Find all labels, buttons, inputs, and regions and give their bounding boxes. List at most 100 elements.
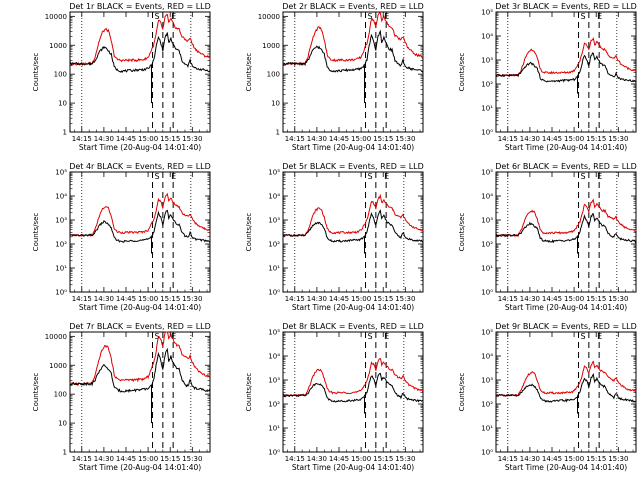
lld-series-line bbox=[282, 193, 424, 237]
events-series-line bbox=[69, 32, 211, 74]
y-tick-label: 100 bbox=[54, 391, 67, 399]
lld-series-line bbox=[69, 331, 211, 386]
events-series-line bbox=[69, 209, 211, 243]
start-marker: S bbox=[368, 12, 373, 21]
y-tick-label: 10² bbox=[268, 241, 280, 249]
chart-panel-8: Det 8r BLACK = Events, RED = LLD 10⁰ 10¹ 10… bbox=[245, 322, 424, 472]
x-tick-label: 15:15 bbox=[373, 295, 393, 303]
y-tick-label: 10² bbox=[481, 81, 493, 89]
x-tick-label: 15:30 bbox=[182, 295, 202, 303]
y-tick-label: 10⁵ bbox=[481, 329, 493, 337]
x-tick-label: 15:00 bbox=[138, 295, 158, 303]
x-tick-label: 14:30 bbox=[307, 455, 327, 463]
start-marker: S bbox=[155, 12, 160, 21]
x-tick-label: 14:45 bbox=[329, 455, 349, 463]
panel-title: Det 5r BLACK = Events, RED = LLD bbox=[282, 162, 424, 171]
y-tick-label: 10¹ bbox=[268, 265, 280, 273]
end-marker: E bbox=[597, 332, 602, 341]
x-tick-label: 15:00 bbox=[351, 455, 371, 463]
panel-title: Det 9r BLACK = Events, RED = LLD bbox=[495, 322, 637, 331]
y-tick-label: 10² bbox=[55, 241, 67, 249]
x-tick-label: 15:15 bbox=[373, 455, 393, 463]
events-series-line bbox=[282, 29, 424, 73]
events-series-line bbox=[282, 209, 424, 243]
chart-panel-9: Det 9r BLACK = Events, RED = LLD 10⁰ 10¹ 10… bbox=[458, 322, 637, 472]
y-tick-label: 10⁰ bbox=[481, 129, 493, 137]
y-tick-label: 10² bbox=[481, 401, 493, 409]
x-tick-label: 14:15 bbox=[498, 455, 518, 463]
x-tick-label: 15:15 bbox=[160, 135, 180, 143]
x-axis-label: Start Time (20-Aug-04 14:01:40) bbox=[79, 463, 201, 472]
x-tick-label: 15:00 bbox=[564, 455, 584, 463]
panel-title: Det 7r BLACK = Events, RED = LLD bbox=[69, 322, 211, 331]
chart-panel-2: Det 2r BLACK = Events, RED = LLD 1 10 100 10… bbox=[245, 2, 424, 152]
y-tick-label: 10³ bbox=[268, 377, 280, 385]
y-tick-label: 10 bbox=[271, 100, 280, 108]
x-tick-label: 15:00 bbox=[564, 135, 584, 143]
plot-frame bbox=[69, 171, 211, 293]
y-tick-label: 10⁴ bbox=[481, 353, 493, 361]
x-tick-label: 15:15 bbox=[586, 455, 606, 463]
end-marker: E bbox=[171, 332, 176, 341]
x-tick-label: 14:45 bbox=[542, 135, 562, 143]
start-marker: S bbox=[368, 172, 373, 181]
panel-title: Det 6r BLACK = Events, RED = LLD bbox=[495, 162, 637, 171]
x-tick-label: 15:15 bbox=[373, 135, 393, 143]
x-tick-label: 15:00 bbox=[138, 455, 158, 463]
y-tick-label: 10² bbox=[268, 401, 280, 409]
end-marker: E bbox=[384, 332, 389, 341]
y-tick-label: 10³ bbox=[55, 217, 67, 225]
x-tick-label: 15:30 bbox=[608, 135, 628, 143]
y-tick-label: 10⁴ bbox=[481, 193, 493, 201]
plot-frame bbox=[69, 11, 211, 133]
y-tick-label: 10³ bbox=[481, 217, 493, 225]
y-tick-label: 10⁰ bbox=[268, 449, 280, 457]
y-tick-label: 10⁴ bbox=[481, 33, 493, 41]
chart-panel-5: Det 5r BLACK = Events, RED = LLD 10⁰ 10¹ 10… bbox=[245, 162, 424, 312]
y-tick-label: 10 bbox=[58, 100, 67, 108]
y-tick-label: 10000 bbox=[45, 13, 67, 21]
x-tick-label: 15:30 bbox=[608, 295, 628, 303]
y-tick-label: 100 bbox=[267, 71, 280, 79]
chart-panel-3: Det 3r BLACK = Events, RED = LLD 10⁰ 10¹ 10… bbox=[458, 2, 637, 152]
end-marker: E bbox=[171, 12, 176, 21]
y-tick-label: 10¹ bbox=[481, 105, 493, 113]
y-tick-label: 1000 bbox=[49, 42, 67, 50]
x-tick-label: 15:15 bbox=[586, 295, 606, 303]
x-tick-label: 14:45 bbox=[329, 295, 349, 303]
y-axis-label: Counts/sec bbox=[32, 213, 40, 252]
panel-title: Det 3r BLACK = Events, RED = LLD bbox=[495, 2, 637, 11]
x-axis-label: Start Time (20-Aug-04 14:01:40) bbox=[505, 303, 627, 312]
y-tick-label: 10⁴ bbox=[268, 353, 280, 361]
y-tick-label: 1 bbox=[276, 129, 280, 137]
panel-title: Det 2r BLACK = Events, RED = LLD bbox=[282, 2, 424, 11]
y-axis-label: Counts/sec bbox=[458, 53, 466, 92]
end-marker: E bbox=[384, 172, 389, 181]
y-axis-label: Counts/sec bbox=[245, 213, 253, 252]
plot-frame bbox=[69, 331, 211, 453]
x-axis-label: Start Time (20-Aug-04 14:01:40) bbox=[292, 303, 414, 312]
x-axis-label: Start Time (20-Aug-04 14:01:40) bbox=[79, 303, 201, 312]
y-tick-label: 10⁵ bbox=[55, 169, 67, 177]
x-tick-label: 14:45 bbox=[116, 135, 136, 143]
lld-series-line bbox=[495, 360, 637, 397]
events-series-line bbox=[282, 372, 424, 403]
lld-series-line bbox=[69, 192, 211, 238]
x-tick-label: 14:15 bbox=[498, 295, 518, 303]
y-tick-label: 10³ bbox=[481, 377, 493, 385]
events-series-line bbox=[495, 213, 637, 244]
x-tick-label: 14:45 bbox=[542, 295, 562, 303]
x-tick-label: 14:15 bbox=[72, 135, 92, 143]
y-tick-label: 1000 bbox=[49, 362, 67, 370]
y-tick-label: 100 bbox=[54, 71, 67, 79]
y-tick-label: 1 bbox=[63, 129, 67, 137]
y-tick-label: 10⁰ bbox=[268, 289, 280, 297]
y-tick-label: 10000 bbox=[258, 13, 280, 21]
x-axis-label: Start Time (20-Aug-04 14:01:40) bbox=[505, 463, 627, 472]
plot-frame bbox=[495, 11, 637, 133]
y-axis-label: Counts/sec bbox=[32, 53, 40, 92]
x-tick-label: 15:30 bbox=[395, 135, 415, 143]
x-axis-label: Start Time (20-Aug-04 14:01:40) bbox=[292, 463, 414, 472]
x-tick-label: 15:30 bbox=[608, 455, 628, 463]
